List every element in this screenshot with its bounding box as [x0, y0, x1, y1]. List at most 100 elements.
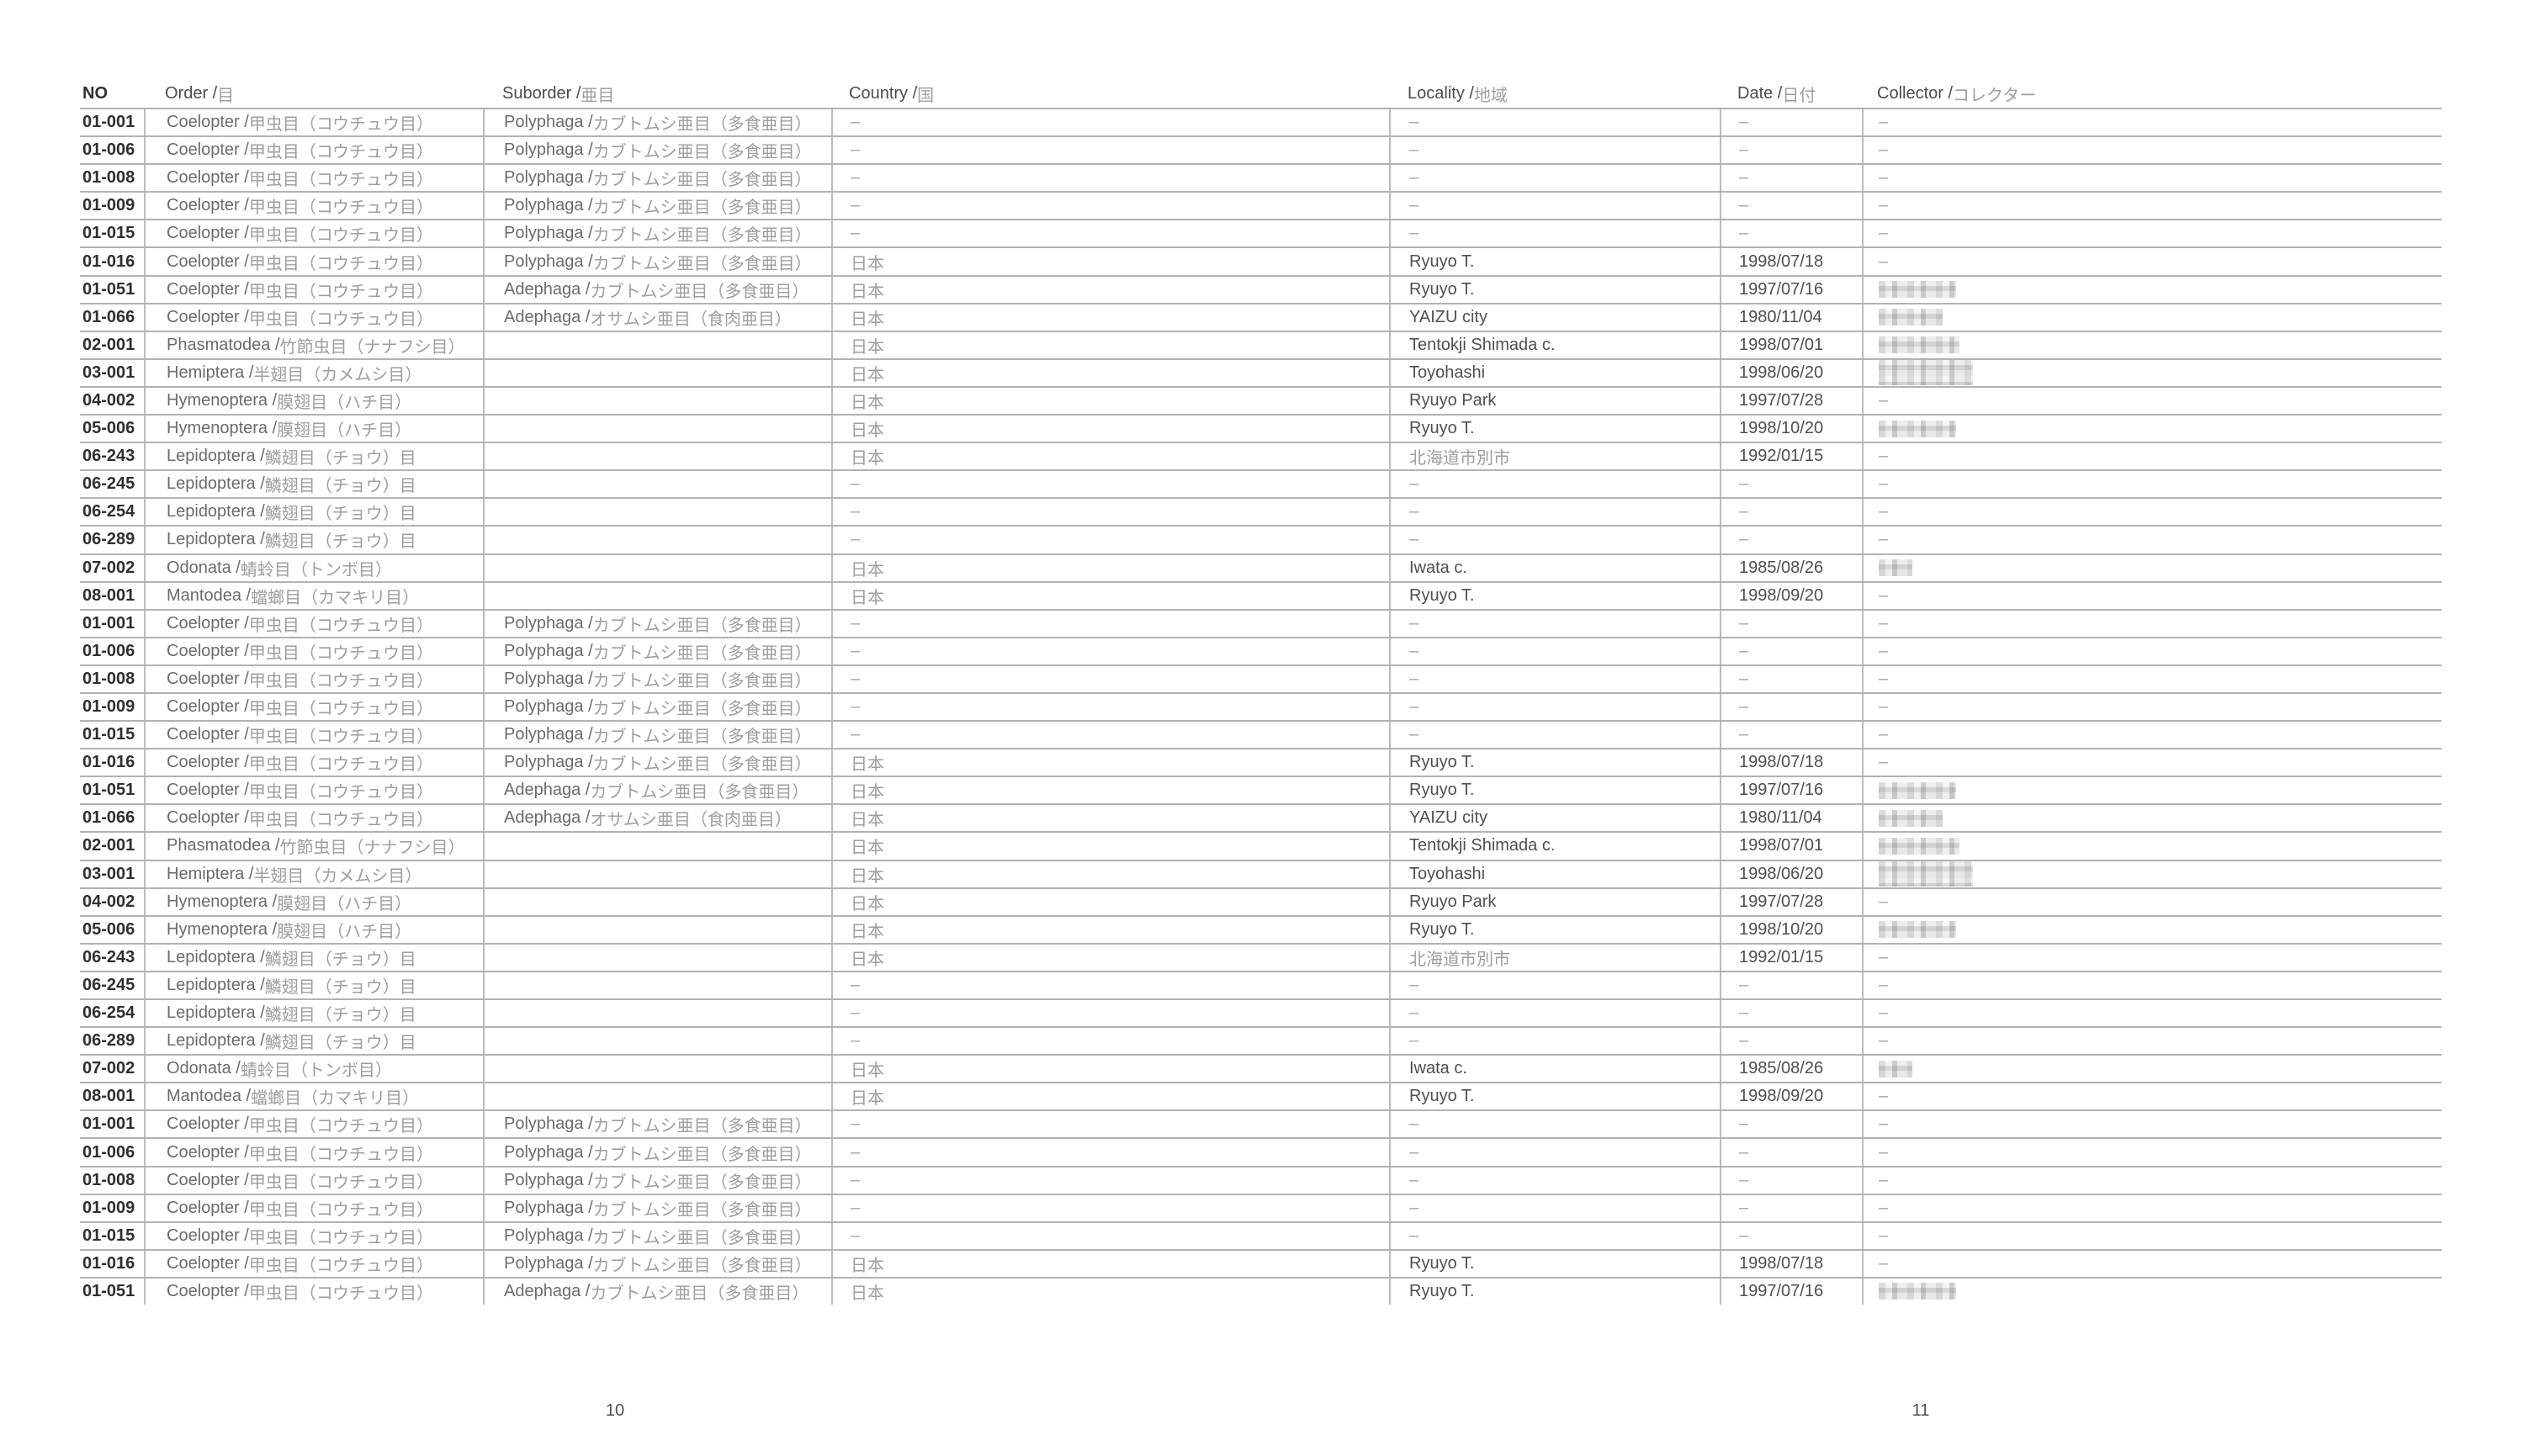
- cell-collector: –: [1862, 165, 2442, 192]
- cell-locality: Ryuyo Park: [1389, 387, 1720, 415]
- date-value: 1997/07/28: [1739, 390, 1824, 410]
- cell-suborder: Polyphaga / カブトムシ亜目（多食亜目）: [483, 749, 831, 776]
- collector-value: –: [1879, 447, 1889, 466]
- cell-no: 06-243: [80, 945, 144, 971]
- cell-date: –: [1720, 1028, 1862, 1055]
- cell-suborder: [483, 860, 831, 887]
- cell-collector: –: [1862, 109, 2442, 136]
- cell-collector: –: [1862, 1000, 2442, 1027]
- cell-collector: –: [1862, 1167, 2442, 1194]
- cell-no: 01-051: [80, 277, 144, 303]
- collector-value: –: [1879, 1170, 1889, 1189]
- cell-no: 01-001: [80, 1111, 144, 1137]
- locality-value: –: [1409, 1031, 1419, 1051]
- country-value: 日本: [851, 839, 884, 858]
- order-latin: Coelopter /: [167, 1198, 249, 1217]
- cell-locality: Tentokji Shimada c.: [1389, 331, 1720, 358]
- suborder-latin: Adephaga /: [504, 279, 591, 299]
- collector-value: –: [1879, 1031, 1889, 1051]
- cell-suborder: Polyphaga / カブトムシ亜目（多食亜目）: [483, 1194, 831, 1221]
- order-japanese: 甲虫目（コウチュウ目）: [248, 1117, 434, 1136]
- collector-value: –: [1879, 697, 1889, 717]
- cell-collector: –: [1862, 944, 2442, 971]
- table-row: 06-289 Lepidoptera / 鱗翅目（チョウ）目 – – – –: [80, 1026, 2442, 1055]
- header-country: Country / 国: [831, 80, 1389, 108]
- cell-no: 04-002: [80, 889, 144, 915]
- order-latin: Coelopter /: [167, 1170, 249, 1189]
- suborder-japanese: カブトムシ亜目（多食亜目）: [592, 1228, 812, 1247]
- cell-order: Phasmatodea / 竹節虫目（ナナフシ目）: [144, 833, 483, 860]
- cell-locality: –: [1389, 1222, 1720, 1249]
- order-japanese: 甲虫目（コウチュウ目）: [248, 171, 434, 190]
- specimen-no: 03-001: [82, 864, 135, 883]
- date-value: 1998/06/20: [1739, 864, 1824, 883]
- cell-date: –: [1720, 1111, 1862, 1138]
- cell-order: Mantodea / 蟷螂目（カマキリ目）: [144, 582, 483, 609]
- locality-value: Tentokji Shimada c.: [1409, 836, 1556, 855]
- cell-order: Coelopter / 甲虫目（コウチュウ目）: [144, 638, 483, 664]
- suborder-latin: Adephaga /: [504, 1281, 591, 1300]
- locality-value: –: [1409, 975, 1419, 994]
- cell-date: 1998/07/01: [1720, 833, 1862, 860]
- suborder-japanese: カブトムシ亜目（多食亜目）: [592, 143, 812, 162]
- locality-value: Ryuyo Park: [1409, 892, 1497, 911]
- cell-no: 06-289: [80, 527, 144, 553]
- cell-order: Phasmatodea / 竹節虫目（ナナフシ目）: [144, 331, 483, 358]
- cell-suborder: [483, 582, 831, 609]
- suborder-japanese: カブトムシ亜目（多食亜目）: [592, 1256, 812, 1275]
- collector-value: –: [1879, 502, 1889, 522]
- suborder-japanese: カブトムシ亜目（多食亜目）: [592, 1117, 812, 1136]
- cell-suborder: Polyphaga / カブトムシ亜目（多食亜目）: [483, 1222, 831, 1249]
- date-value: 1992/01/15: [1739, 447, 1824, 466]
- table-row: 08-001 Mantodea / 蟷螂目（カマキリ目） 日本 Ryuyo T. 199…: [80, 1082, 2442, 1110]
- cell-date: 1985/08/26: [1720, 1056, 1862, 1083]
- cell-suborder: Polyphaga / カブトムシ亜目（多食亜目）: [483, 1250, 831, 1277]
- suborder-japanese: カブトムシ亜目（多食亜目）: [592, 171, 812, 190]
- collector-value: –: [1879, 168, 1889, 188]
- locality-value: Ryuyo T.: [1409, 919, 1475, 939]
- cell-country: 日本: [831, 1083, 1389, 1110]
- order-japanese: 膜翅目（ハチ目）: [277, 421, 412, 441]
- header-country-label-ja: 国: [917, 87, 935, 105]
- cell-country: –: [831, 972, 1389, 998]
- table-row: 06-243 Lepidoptera / 鱗翅目（チョウ）目 日本 北海道市別市 199…: [80, 442, 2442, 470]
- locality-value: Ryuyo T.: [1409, 753, 1475, 772]
- order-japanese: 鱗翅目（チョウ）目: [264, 449, 416, 469]
- order-latin: Coelopter /: [167, 1281, 249, 1300]
- locality-value: –: [1409, 140, 1419, 160]
- header-locality: Locality / 地域: [1389, 80, 1720, 108]
- cell-suborder: [483, 1028, 831, 1055]
- date-value: –: [1739, 140, 1749, 160]
- cell-order: Lepidoptera / 鱗翅目（チョウ）目: [144, 944, 483, 971]
- table-row: 01-009 Coelopter / 甲虫目（コウチュウ目） Polyphaga /…: [80, 191, 2442, 220]
- country-value: 日本: [851, 1062, 884, 1081]
- cell-date: –: [1720, 220, 1862, 247]
- collector-value: –: [1879, 1115, 1889, 1134]
- cell-country: –: [831, 471, 1389, 498]
- table-row: 03-001 Hemiptera / 半翅目（カメムシ目） 日本 Toyohashi 1…: [80, 859, 2442, 887]
- order-japanese: 甲虫目（コウチュウ目）: [248, 700, 434, 719]
- country-value: 日本: [851, 421, 884, 441]
- order-latin: Lepidoptera /: [167, 1031, 265, 1051]
- order-japanese: 鱗翅目（チョウ）目: [264, 1034, 416, 1053]
- cell-suborder: Polyphaga / カブトムシ亜目（多食亜目）: [483, 722, 831, 749]
- collector-value: –: [1879, 725, 1889, 744]
- cell-collector: [1862, 359, 2442, 386]
- cell-date: 1998/07/01: [1720, 331, 1862, 358]
- country-value: 日本: [851, 282, 884, 301]
- order-latin: Coelopter /: [167, 613, 249, 633]
- cell-country: –: [831, 165, 1389, 192]
- header-date-label-ja: 日付: [1782, 87, 1816, 105]
- suborder-latin: Polyphaga /: [504, 1170, 593, 1189]
- order-japanese: 半翅目（カメムシ目）: [253, 365, 422, 384]
- order-japanese: 甲虫目（コウチュウ目）: [248, 1173, 434, 1192]
- cell-locality: Ryuyo T.: [1389, 1083, 1720, 1110]
- cell-locality: –: [1389, 109, 1720, 136]
- locality-value: –: [1409, 669, 1419, 688]
- date-value: –: [1739, 530, 1749, 549]
- table-row: 01-008 Coelopter / 甲虫目（コウチュウ目） Polyphaga /…: [80, 1165, 2442, 1194]
- cell-locality: 北海道市別市: [1389, 443, 1720, 470]
- header-collector-label-en: Collector /: [1877, 84, 1954, 103]
- cell-suborder: Polyphaga / カブトムシ亜目（多食亜目）: [483, 638, 831, 664]
- cell-locality: –: [1389, 1111, 1720, 1138]
